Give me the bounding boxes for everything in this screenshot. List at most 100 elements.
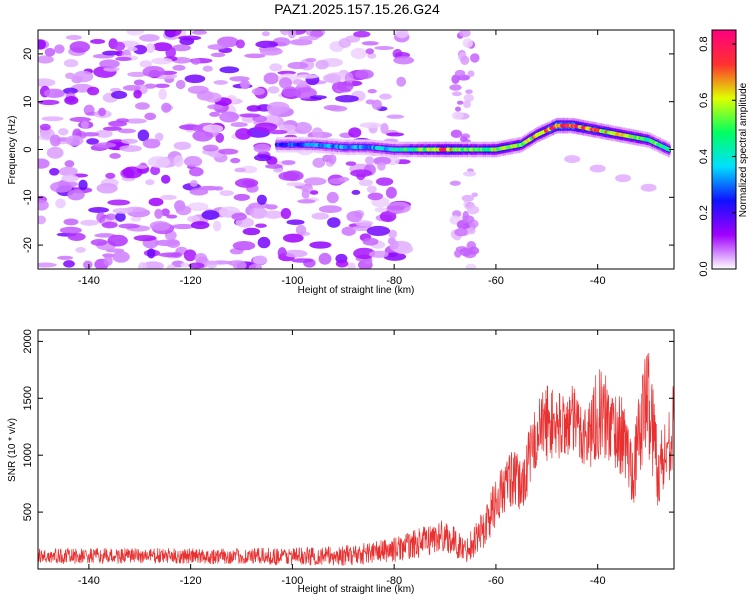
noise-blob <box>64 160 75 168</box>
noise-blob <box>451 91 462 97</box>
noise-blob <box>395 30 409 39</box>
noise-blob <box>344 72 354 85</box>
noise-blob <box>461 194 475 202</box>
noise-blob <box>309 241 332 249</box>
noise-blob <box>130 216 142 222</box>
noise-blob <box>108 120 128 127</box>
noise-blob <box>465 263 477 269</box>
noise-blob <box>281 160 296 165</box>
noise-blob <box>183 249 197 262</box>
x-tick-label: -140 <box>78 575 100 587</box>
y-tick-label: 0 <box>22 146 34 152</box>
x-tick-label: -100 <box>281 575 303 587</box>
x-tick-label: -120 <box>180 575 202 587</box>
noise-blob <box>235 39 245 49</box>
noise-blob <box>359 122 382 129</box>
noise-blob <box>365 156 374 165</box>
noise-blob <box>97 107 107 117</box>
noise-blob <box>173 155 184 168</box>
noise-blob <box>350 47 368 59</box>
noise-blob <box>451 111 464 120</box>
noise-blob <box>207 44 227 50</box>
noise-blob <box>386 132 405 137</box>
noise-blob <box>263 72 279 85</box>
noise-blob <box>449 180 461 186</box>
noise-blob <box>460 55 470 65</box>
noise-blob <box>39 123 51 131</box>
noise-blob <box>115 56 132 61</box>
noise-blob <box>235 128 252 140</box>
noise-blob <box>54 44 65 54</box>
noise-blob <box>362 237 379 246</box>
noise-blob <box>103 255 113 266</box>
noise-blob <box>219 111 240 123</box>
noise-blob <box>393 244 414 255</box>
figure-title: PAZ1.2025.157.15.26.G24 <box>274 1 440 17</box>
noise-blob <box>141 261 165 269</box>
noise-blob <box>137 129 150 142</box>
noise-blob <box>280 30 290 36</box>
noise-blob <box>90 39 106 44</box>
noise-blob <box>135 164 149 169</box>
noise-blob <box>335 259 349 268</box>
noise-blob <box>191 58 201 65</box>
noise-blob <box>69 116 92 123</box>
noise-blob <box>191 30 208 35</box>
noise-blob <box>387 205 406 211</box>
noise-blob <box>38 99 60 106</box>
noise-blob <box>640 183 657 192</box>
noise-blob <box>377 161 386 171</box>
noise-blob <box>311 212 329 220</box>
x-tick-label: -60 <box>488 275 504 287</box>
noise-blob <box>133 79 145 86</box>
noise-blob <box>49 181 73 193</box>
noise-blob <box>315 59 329 70</box>
colorbar-tick-label: 0.0 <box>698 261 710 276</box>
noise-blob <box>365 48 375 55</box>
noise-blob <box>154 83 170 89</box>
noise-blob <box>311 127 324 139</box>
noise-blob <box>213 186 224 191</box>
noise-blob <box>263 114 280 125</box>
noise-blob <box>312 157 326 168</box>
noise-blob <box>361 41 379 46</box>
noise-blob <box>154 208 163 219</box>
noise-blob <box>86 138 99 145</box>
noise-blob <box>148 197 164 207</box>
noise-blob <box>150 165 161 176</box>
noise-blob <box>282 86 298 98</box>
noise-blob <box>38 39 46 50</box>
noise-blob <box>255 40 279 49</box>
noise-blob <box>345 161 357 166</box>
noise-blob <box>96 212 106 223</box>
noise-blob <box>65 135 84 146</box>
noise-blob <box>212 220 222 232</box>
x-tick-label: -40 <box>590 575 606 587</box>
noise-blob <box>171 223 195 230</box>
noise-blob <box>251 87 265 96</box>
noise-blob <box>192 132 204 139</box>
noise-blob <box>244 53 266 59</box>
noise-blob <box>230 122 248 128</box>
noise-blob <box>350 169 373 178</box>
noise-blob <box>180 262 190 268</box>
y-tick-label: 20 <box>22 48 34 60</box>
noise-blob <box>80 219 99 226</box>
noise-blob <box>303 177 327 186</box>
noise-blob <box>80 120 89 129</box>
noise-blob <box>64 95 79 105</box>
noise-blob <box>38 78 56 87</box>
noise-blob <box>451 74 460 84</box>
noise-blob <box>337 176 350 182</box>
noise-blob <box>232 260 247 269</box>
noise-blob <box>209 111 220 117</box>
spectrogram-noise-blobs <box>38 30 657 269</box>
colorbar-scale <box>711 29 737 270</box>
noise-blob <box>139 34 160 42</box>
noise-blob <box>118 223 140 229</box>
noise-blob <box>118 128 136 134</box>
noise-blob <box>338 38 351 48</box>
noise-blob <box>189 187 209 196</box>
noise-blob <box>210 52 226 58</box>
